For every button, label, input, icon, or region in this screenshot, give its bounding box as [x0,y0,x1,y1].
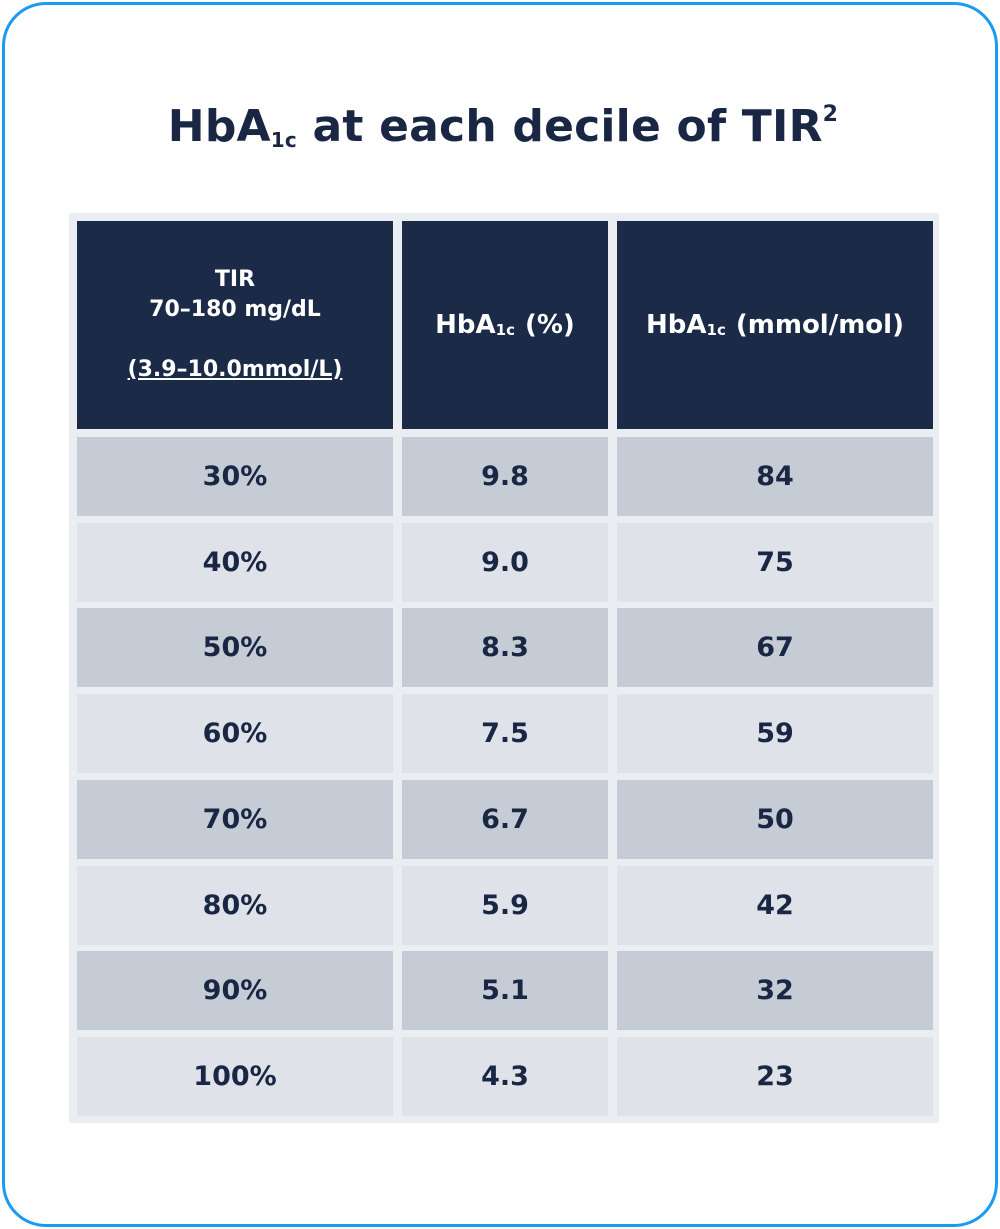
table-cell-hba1c-percent: 5.9 [402,866,608,945]
table-cell-tir: 70% [77,780,393,859]
header-hba1c-mmol-main: HbA [646,310,707,340]
table-cell-hba1c-mmol: 23 [617,1037,933,1116]
header-hba1c-mmol-rest: (mmol/mol) [735,310,904,340]
table-cell-hba1c-percent: 9.8 [402,437,608,516]
table-cell-tir: 80% [77,866,393,945]
header-hba1c-mmol-sub: 1c [706,321,726,339]
table-cell-tir: 90% [77,951,393,1030]
table-cell-hba1c-percent: 4.3 [402,1037,608,1116]
title-superscript: 2 [822,102,839,127]
header-hba1c-percent: HbA 1c (%) [402,221,608,429]
table-cell-hba1c-percent: 6.7 [402,780,608,859]
table-cell-hba1c-percent: 5.1 [402,951,608,1030]
table-cell-hba1c-percent: 7.5 [402,694,608,773]
table-cell-hba1c-mmol: 50 [617,780,933,859]
title-rest: at each decile of TIR [296,101,823,152]
table-cell-hba1c-mmol: 75 [617,523,933,602]
title-main: HbA [167,101,271,152]
table-cell-tir: 30% [77,437,393,516]
table-title: HbA1c at each decile of TIR2 [5,97,1000,165]
header-tir-line2: 70–180 mg/dL [149,297,321,322]
table-cell-hba1c-mmol: 32 [617,951,933,1030]
header-tir-line1: TIR [214,267,256,292]
table-cell-hba1c-mmol: 67 [617,608,933,687]
table-cell-tir: 60% [77,694,393,773]
table-cell-hba1c-mmol: 59 [617,694,933,773]
table-cell-tir: 40% [77,523,393,602]
header-tir: TIR 70–180 mg/dL (3.9–10.0mmol/L) [77,221,393,429]
header-hba1c-percent-main: HbA [435,310,496,340]
header-tir-line3: (3.9–10.0mmol/L) [127,357,343,382]
title-subscript: 1c [270,128,297,152]
table-cell-hba1c-mmol: 84 [617,437,933,516]
table-cell-tir: 100% [77,1037,393,1116]
table-cell-hba1c-percent: 8.3 [402,608,608,687]
table-cell-hba1c-percent: 9.0 [402,523,608,602]
header-hba1c-percent-rest: (%) [525,310,575,340]
table-cell-hba1c-mmol: 42 [617,866,933,945]
table-cell-tir: 50% [77,608,393,687]
header-hba1c-mmol: HbA 1c (mmol/mol) [617,221,933,429]
hba1c-table: TIR 70–180 mg/dL (3.9–10.0mmol/L) HbA 1c(… [69,213,939,1123]
header-hba1c-percent-sub: 1c [495,321,515,339]
